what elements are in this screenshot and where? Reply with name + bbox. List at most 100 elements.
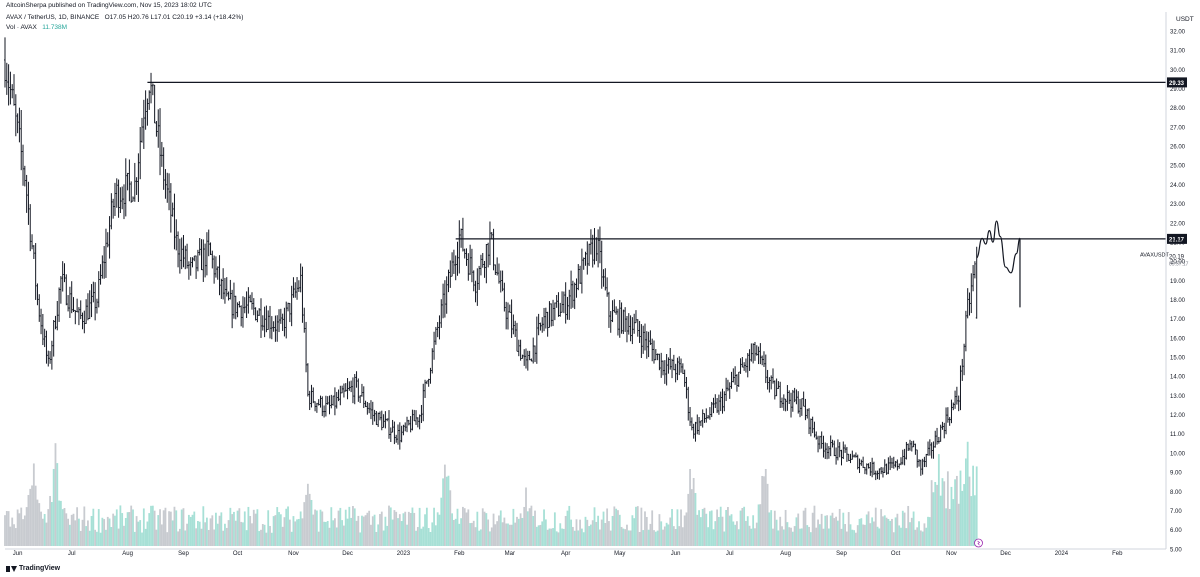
price-bar: [559, 302, 562, 317]
price-bar: [526, 350, 529, 371]
volume-bar: [256, 509, 259, 546]
volume-bar: [617, 510, 619, 546]
volume-bar: [914, 529, 917, 546]
price-bar: [366, 401, 369, 415]
price-bar: [487, 242, 490, 268]
volume-bar: [860, 518, 863, 546]
volume-bar: [272, 516, 275, 546]
price-bar: [18, 107, 21, 143]
price-bar: [155, 120, 158, 137]
price-bar: [737, 371, 740, 387]
volume-bar: [532, 515, 535, 546]
tradingview-logo: TradingView: [6, 565, 60, 572]
symbol-text: AVAX / TetherUS, 1D, BINANCE: [6, 14, 100, 21]
volume-line: Vol · AVAX 11.738M: [6, 24, 67, 31]
price-bar: [146, 98, 149, 126]
volume-bar: [889, 520, 892, 546]
y-tick-label: 30.00: [1170, 68, 1186, 74]
volume-bar: [416, 527, 419, 546]
price-bar: [728, 382, 731, 399]
volume-bar: [656, 530, 659, 546]
volume-bar: [160, 524, 163, 546]
price-bar: [847, 453, 850, 462]
price-bar: [844, 444, 847, 453]
volume-bar: [669, 517, 672, 546]
volume-bar: [499, 510, 502, 546]
volume-bar: [833, 518, 836, 546]
volume-bar: [123, 525, 125, 546]
price-bar: [952, 402, 955, 411]
volume-bar: [930, 480, 933, 546]
volume-bar: [660, 521, 663, 546]
price-bar: [406, 416, 409, 433]
projection-curve: [976, 220, 1021, 274]
volume-bar: [353, 508, 356, 546]
y-tick-label: 23.00: [1170, 202, 1186, 208]
volume-bar: [373, 514, 376, 546]
volume-bar: [431, 522, 434, 546]
price-bar: [341, 385, 344, 394]
price-bar: [359, 395, 362, 404]
price-bar: [707, 414, 710, 419]
volume-bar: [645, 516, 648, 546]
volume-bar: [736, 521, 738, 546]
price-bar: [164, 169, 167, 199]
volume-bar: [13, 524, 15, 546]
volume-bar: [600, 519, 603, 546]
price-bar: [871, 457, 874, 478]
volume-bar: [287, 506, 289, 546]
price-bar: [869, 462, 872, 476]
price-bar: [397, 424, 400, 445]
volume-bar: [236, 510, 239, 546]
price-bar: [779, 381, 782, 408]
price-bar: [94, 282, 97, 321]
volume-bar: [297, 518, 300, 546]
volume-bar: [818, 524, 821, 546]
volume-bar: [420, 528, 423, 546]
price-bar: [627, 313, 630, 335]
y-tick-label: 17.00: [1170, 317, 1186, 323]
price-bar: [721, 388, 724, 414]
volume-bar: [227, 520, 230, 546]
price-bar: [292, 277, 295, 298]
price-bar: [782, 394, 785, 411]
y-tick-label: 15.00: [1170, 356, 1186, 362]
y-tick-label: 32.00: [1170, 29, 1186, 35]
volume-bar: [83, 506, 86, 546]
volume-bar: [516, 516, 518, 546]
level-price-label: 21.17: [1169, 237, 1185, 243]
volume-bar: [164, 507, 167, 546]
volume-bar: [577, 530, 580, 546]
volume-bar: [184, 530, 187, 546]
price-bar: [858, 458, 861, 474]
price-bar: [131, 196, 134, 202]
volume-bar: [418, 507, 421, 546]
last-price-countdown: 05:57:17: [1169, 262, 1189, 268]
price-bar: [337, 389, 340, 402]
price-bar: [364, 400, 367, 408]
price-bar: [744, 358, 747, 373]
price-bar: [276, 315, 279, 342]
volume-bar: [498, 515, 500, 546]
volume-bar: [182, 508, 185, 546]
price-bar: [595, 237, 598, 262]
price-bar: [99, 264, 102, 285]
volume-bar: [923, 523, 926, 546]
price-bar: [72, 297, 75, 313]
price-bar: [580, 248, 583, 294]
price-bar: [932, 441, 935, 459]
volume-bar: [254, 513, 257, 546]
volume-bar: [730, 514, 733, 546]
volume-bar: [853, 530, 856, 546]
volume-bar: [719, 506, 722, 546]
volume-bar: [97, 509, 100, 546]
volume-bar: [146, 521, 149, 546]
price-bar: [438, 315, 441, 340]
volume-bar: [745, 520, 747, 546]
volume-bar: [375, 531, 378, 546]
volume-bar: [65, 513, 68, 546]
price-bar: [766, 369, 769, 390]
volume-bar: [615, 508, 618, 546]
volume-bar: [595, 521, 598, 546]
